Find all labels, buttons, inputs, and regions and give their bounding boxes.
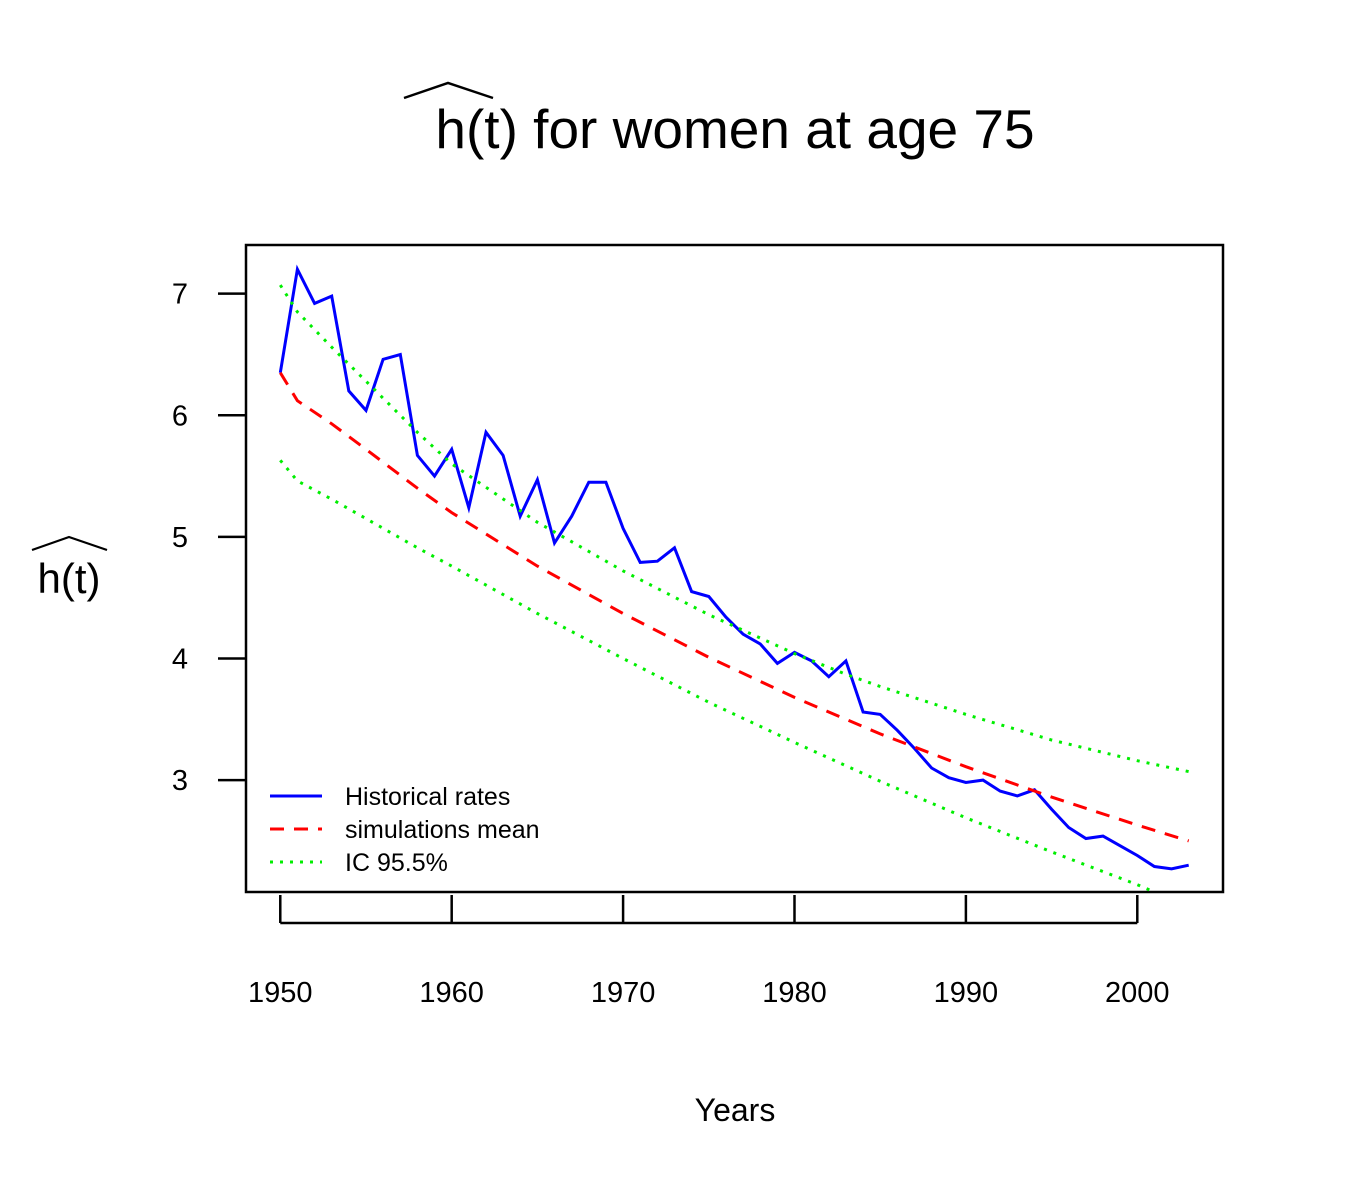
legend: Historical rates simulations mean IC 95.5%: [270, 783, 540, 877]
x-tick-label-2000: 2000: [1105, 977, 1170, 1009]
series-line-1: [278, 264, 1190, 871]
legend-label-3: IC 95.5%: [345, 849, 448, 877]
series-layer: [278, 264, 1190, 892]
y-tick-label-5: 5: [172, 522, 188, 554]
legend-label-2: simulations mean: [345, 816, 540, 844]
title-symbol: h(t): [435, 98, 518, 160]
title-text: for women at age 75: [518, 98, 1035, 160]
chart-title: h(t) for women at age 75: [403, 81, 1035, 160]
x-tick-label-1960: 1960: [419, 977, 484, 1009]
y-tick-label-6: 6: [172, 400, 188, 432]
y-tick-label-4: 4: [172, 643, 188, 675]
svg-text:h(t) for women at age 75: h(t) for women at age 75: [435, 98, 1034, 160]
series-line-3: [279, 284, 1190, 774]
ylabel-hat-mark: [31, 535, 108, 552]
legend-label-1: Historical rates: [345, 783, 510, 811]
x-tick-label-1970: 1970: [591, 977, 656, 1009]
y-axis-label: h(t): [38, 555, 101, 602]
y-tick-label-7: 7: [172, 279, 188, 311]
x-axis-label: Years: [695, 1092, 776, 1128]
y-tick-label-3: 3: [172, 765, 188, 797]
x-tick-label-1980: 1980: [762, 977, 827, 1009]
x-tick-label-1990: 1990: [934, 977, 999, 1009]
x-axis: 1950 1960 1970 1980 1990 2000: [248, 895, 1170, 1009]
y-axis-label-group: h(t): [31, 535, 108, 602]
x-tick-label-1950: 1950: [248, 977, 313, 1009]
y-axis: 3 4 5 6 7: [172, 279, 246, 797]
title-hat-mark: [403, 81, 494, 100]
plot-frame: [244, 243, 1225, 894]
